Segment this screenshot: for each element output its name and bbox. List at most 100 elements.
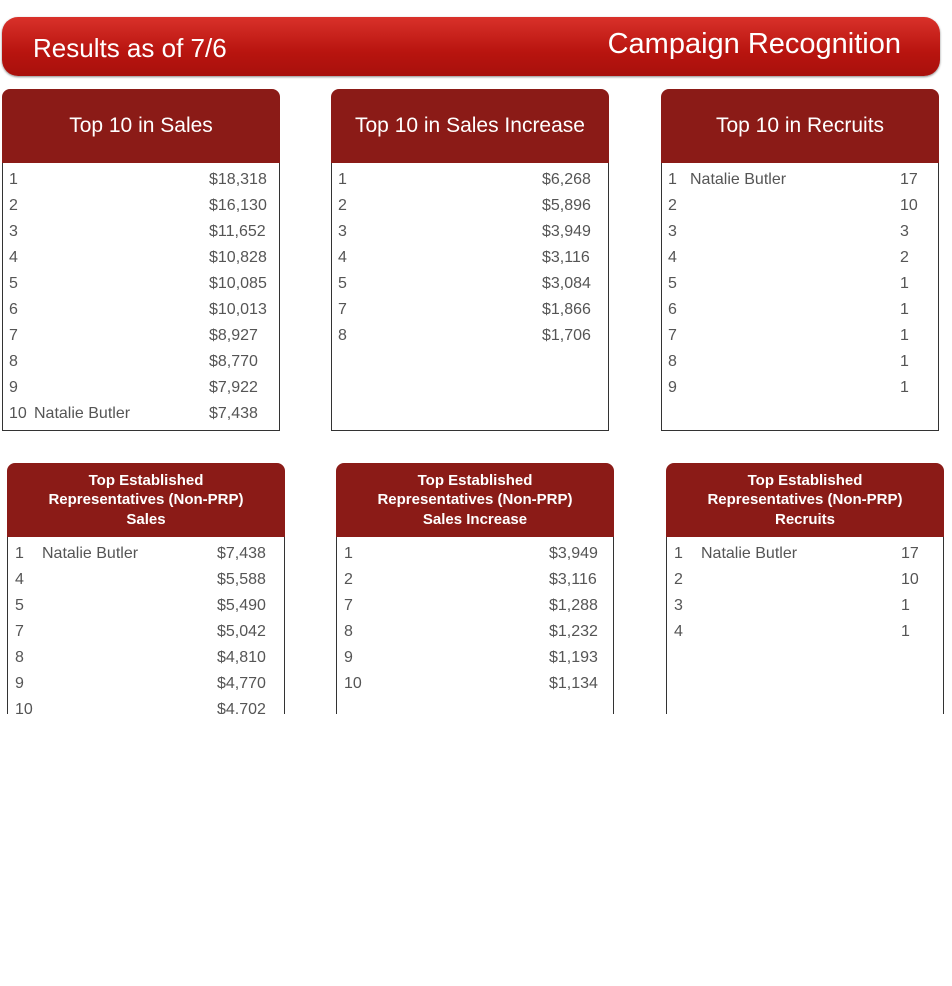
value: $3,116 (542, 249, 590, 266)
table-row: 1 $6,268 (332, 167, 608, 193)
table-row: 4 $5,588 (8, 567, 284, 593)
rep-name: Natalie Butler (701, 545, 798, 562)
value: $1,706 (542, 327, 591, 344)
rank: 1 (338, 171, 347, 188)
table-row: 8 $8,770 (3, 349, 279, 375)
rank: 10 (344, 675, 362, 692)
rank: 5 (15, 597, 24, 614)
value: $18,318 (209, 171, 267, 188)
panel: Top Established Representatives (Non-PRP)… (666, 463, 944, 714)
value: $6,268 (542, 171, 591, 188)
rank: 3 (674, 597, 683, 614)
panel: Top Established Representatives (Non-PRP)… (336, 463, 614, 714)
rank: 2 (9, 197, 18, 214)
rank: 10 (15, 701, 33, 714)
rank: 7 (344, 597, 353, 614)
rank: 2 (674, 571, 683, 588)
table-row: 9 $4,770 (8, 671, 284, 697)
table-row: 3 $3,949 (332, 219, 608, 245)
table-row: 7 $8,927 (3, 323, 279, 349)
value: $4,702 (217, 701, 266, 714)
table-row: 7 $5,042 (8, 619, 284, 645)
value: $1,193 (549, 649, 598, 666)
table-row: 4 $10,828 (3, 245, 279, 271)
table-row: 10 $1,134 (337, 671, 613, 697)
panel: Top Established Representatives (Non-PRP)… (7, 463, 285, 714)
rank: 7 (15, 623, 24, 640)
value: 1 (900, 379, 909, 396)
rank: 5 (9, 275, 18, 292)
table-row: 2 $3,116 (337, 567, 613, 593)
value: $1,288 (549, 597, 598, 614)
table-row: 8 $1,232 (337, 619, 613, 645)
value: 1 (900, 353, 909, 370)
table-row: 3 $11,652 (3, 219, 279, 245)
value: $5,042 (217, 623, 266, 640)
rank: 1 (15, 545, 24, 562)
rank: 8 (9, 353, 18, 370)
header-title: Campaign Recognition (607, 28, 901, 60)
panel-title: Sales Increase (422, 510, 528, 528)
panel: Top 10 in Sales Increase 1 $6,268 2 $5,896 3 $… (331, 89, 609, 431)
value: $5,896 (542, 197, 591, 214)
table-row: 1 Natalie Butler $7,438 (8, 541, 284, 567)
value: $1,232 (549, 623, 598, 640)
value: 1 (901, 597, 910, 614)
table-row: 9 $7,922 (3, 375, 279, 401)
rank: 7 (668, 327, 677, 344)
rank: 2 (338, 197, 347, 214)
panel-title: Top 10 in Sales (69, 114, 213, 137)
value: $10,085 (209, 275, 267, 292)
panel-title: Recruits (774, 510, 836, 528)
rank: 4 (15, 571, 24, 588)
panel-title: Top Established (747, 471, 863, 489)
panel-title: Top Established (88, 471, 204, 489)
rank: 4 (668, 249, 677, 266)
rank: 9 (668, 379, 677, 396)
rank: 7 (9, 327, 18, 344)
rank: 4 (9, 249, 18, 266)
panel-body: 1 Natalie Butler $7,438 4 $5,588 5 $5,490 7 $5,0… (7, 537, 285, 714)
value: $3,084 (542, 275, 591, 292)
value: $7,922 (209, 379, 258, 396)
panel-body: 1 $3,949 2 $3,116 7 $1,288 8 $1,232 9 $1,193 10 $1,… (336, 537, 614, 714)
table-row: 2 $5,896 (332, 193, 608, 219)
rank: 3 (9, 223, 18, 240)
table-row: 1 Natalie Butler 17 (662, 167, 938, 193)
panel-title: Representatives (Non-PRP) (707, 491, 903, 509)
rank: 3 (338, 223, 347, 240)
table-row: 4 $3,116 (332, 245, 608, 271)
value: $3,949 (549, 545, 598, 562)
table-row: 2 $16,130 (3, 193, 279, 219)
rank: 8 (344, 623, 353, 640)
table-row: 1 $18,318 (3, 167, 279, 193)
table-row: 9 $1,193 (337, 645, 613, 671)
panel-title: Representatives (Non-PRP) (377, 491, 573, 509)
table-row: 7 $1,866 (332, 297, 608, 323)
value: $8,770 (209, 353, 258, 370)
rep-name: Natalie Butler (690, 171, 787, 188)
panel-body: 1 $6,268 2 $5,896 3 $3,949 4 $3,116 5 $3,084 7 $1,8… (331, 163, 609, 431)
panel-title: Top 10 in Recruits (715, 114, 885, 137)
value: $11,652 (209, 223, 266, 240)
rank: 5 (668, 275, 677, 292)
panel-title: Representatives (Non-PRP) (48, 491, 244, 509)
value: $10,828 (209, 249, 267, 266)
value: $3,949 (542, 223, 591, 240)
rep-name: Natalie Butler (42, 545, 139, 562)
table-row: 5 $5,490 (8, 593, 284, 619)
rank: 8 (15, 649, 24, 666)
table-row: 6 $10,013 (3, 297, 279, 323)
table-row: 2 10 (662, 193, 938, 219)
rank: 1 (344, 545, 353, 562)
value: 1 (900, 327, 909, 344)
panel-header: Top 10 in Sales (2, 89, 280, 163)
